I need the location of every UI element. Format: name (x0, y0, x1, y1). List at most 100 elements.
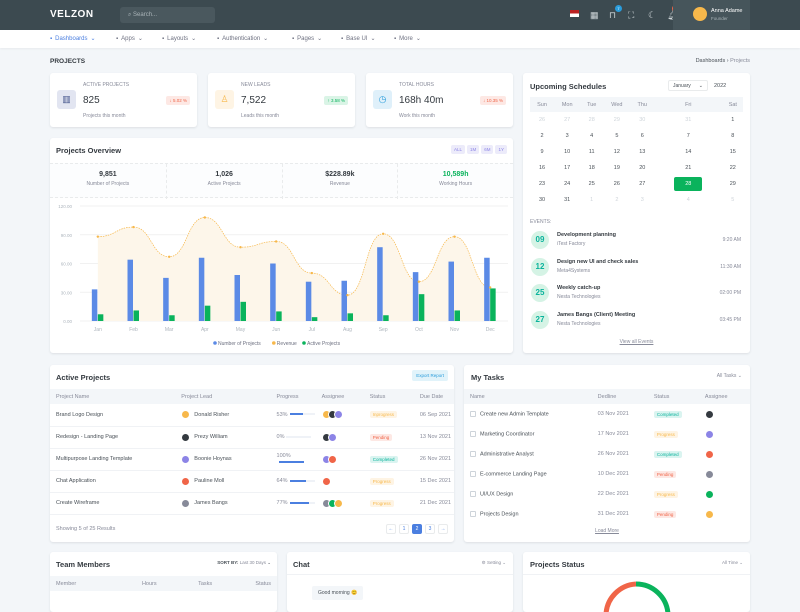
calendar-day[interactable]: 16 (530, 160, 554, 176)
column-header[interactable]: Status (218, 576, 277, 591)
calendar-day[interactable]: 19 (603, 160, 631, 176)
event-item[interactable]: 25 Weekly catch-up Nesta Technologies 02:00… (531, 284, 741, 310)
tasks-filter-dropdown[interactable]: All Tasks ⌄ (716, 373, 742, 379)
column-header[interactable]: Assignee (698, 389, 750, 404)
calendar-day[interactable]: 31 (554, 192, 580, 208)
task-checkbox[interactable] (470, 430, 476, 437)
table-row[interactable]: Create Wireframe James Bangs 77% Progress 21… (50, 492, 454, 515)
month-select[interactable]: January ⌄ (668, 80, 708, 91)
calendar-day[interactable]: 3 (554, 128, 580, 144)
calendar-day[interactable]: 20 (631, 160, 654, 176)
dark-mode-icon[interactable]: ☾ (648, 10, 657, 20)
event-item[interactable]: 12 Design new UI and check sales Meta4Syst… (531, 257, 741, 284)
task-checkbox[interactable] (470, 470, 476, 477)
task-checkbox[interactable] (470, 450, 476, 457)
cart-icon[interactable]: ⊓ (609, 10, 617, 20)
calendar-day[interactable]: 30 (530, 192, 554, 208)
page-1[interactable]: 1 (399, 524, 409, 534)
bell-icon[interactable]: 🔔︎ (667, 10, 678, 21)
calendar-day[interactable]: 28 (580, 112, 603, 128)
calendar-day[interactable]: 6 (631, 128, 654, 144)
calendar-day[interactable]: 18 (580, 160, 603, 176)
calendar-day[interactable]: 4 (580, 128, 603, 144)
filter-6m[interactable]: 6M (481, 145, 494, 154)
nav-item-layouts[interactable]: ▪ Layouts ⌄ (162, 35, 196, 42)
calendar-day[interactable]: 4 (654, 192, 723, 208)
apps-grid-icon[interactable]: ▦ (590, 10, 599, 20)
column-header[interactable]: Member (50, 576, 106, 591)
filter-1m[interactable]: 1M (466, 145, 480, 154)
task-row[interactable]: Create new Admin Template 03 Nov 2021 Comp… (464, 404, 750, 424)
calendar-day[interactable]: 21 (654, 160, 723, 176)
calendar-day[interactable]: 2 (603, 192, 631, 208)
calendar-day[interactable]: 28 (654, 176, 723, 192)
filter-all[interactable]: ALL (450, 145, 465, 154)
calendar-day[interactable]: 25 (580, 176, 603, 192)
calendar-day[interactable]: 29 (603, 112, 631, 128)
table-row[interactable]: Chat Application Pauline Moll 64% Progress 1… (50, 470, 454, 493)
task-checkbox[interactable] (470, 410, 476, 417)
column-header[interactable]: Progress (270, 389, 316, 404)
calendar-day[interactable]: 31 (654, 112, 723, 128)
calendar-day[interactable]: 27 (554, 112, 580, 128)
calendar-day[interactable]: 26 (530, 112, 554, 128)
task-row[interactable]: UI/UX Design 22 Dec 2021 Progress (464, 484, 750, 504)
column-header[interactable]: Tasks (162, 576, 219, 591)
calendar-day[interactable]: 15 (723, 144, 743, 160)
view-all-events-link[interactable]: View all Events (619, 339, 654, 345)
calendar-day[interactable]: 24 (554, 176, 580, 192)
task-row[interactable]: Projects Design 31 Dec 2021 Pending (464, 504, 750, 524)
calendar-day[interactable]: 27 (631, 176, 654, 192)
breadcrumb-dashboards[interactable]: Dashboards (695, 58, 726, 64)
page-next[interactable]: → (438, 524, 448, 534)
fullscreen-icon[interactable]: ⛶ (628, 10, 635, 20)
column-header[interactable]: Name (464, 389, 592, 404)
table-row[interactable]: Multipurpose Landing Template Boonie Hoyn… (50, 448, 454, 471)
event-item[interactable]: 27 James Bangs (Client) Meeting Nesta Tech… (531, 310, 741, 337)
task-row[interactable]: E-commerce Landing Page 10 Dec 2021 Pendin… (464, 464, 750, 484)
sort-dropdown[interactable]: SORT BY: Last 30 Days ⌄ (217, 560, 271, 565)
task-checkbox[interactable] (470, 510, 476, 517)
export-report-button[interactable]: Export Report (412, 370, 448, 381)
nav-item-apps[interactable]: ▪ Apps ⌄ (116, 35, 143, 42)
user-menu[interactable]: Anna Adame Founder (673, 0, 750, 30)
calendar-day[interactable]: 3 (631, 192, 654, 208)
page-3[interactable]: 3 (425, 524, 435, 534)
calendar-day[interactable]: 2 (530, 128, 554, 144)
page-2[interactable]: 2 (412, 524, 422, 534)
flag-icon[interactable] (570, 10, 579, 17)
calendar-day[interactable]: 5 (603, 128, 631, 144)
calendar-day[interactable]: 22 (723, 160, 743, 176)
task-row[interactable]: Marketing Coordinator 17 Nov 2021 Progress (464, 424, 750, 444)
event-item[interactable]: 09 Development planning iTest Factory 9:20 … (531, 231, 741, 257)
column-header[interactable]: Status (363, 389, 414, 404)
calendar-day[interactable]: 10 (554, 144, 580, 160)
calendar-day[interactable]: 9 (530, 144, 554, 160)
calendar-day[interactable]: 17 (554, 160, 580, 176)
calendar-day[interactable]: 26 (603, 176, 631, 192)
search-input[interactable]: ⌕ Search... (120, 7, 215, 23)
nav-item-authentication[interactable]: ▪ Authentication ⌄ (217, 35, 268, 42)
nav-item-base-ui[interactable]: ▪ Base UI ⌄ (341, 35, 376, 42)
logo[interactable]: velzon (50, 9, 94, 20)
column-header[interactable]: Project Lead (175, 389, 271, 404)
nav-item-pages[interactable]: ▪ Pages ⌄ (292, 35, 322, 42)
nav-item-dashboards[interactable]: ▪ Dashboards ⌄ (50, 35, 96, 42)
calendar-day[interactable]: 11 (580, 144, 603, 160)
table-row[interactable]: Brand Logo Design Donald Risher 53% Inprogr… (50, 404, 454, 427)
page-prev[interactable]: ← (386, 524, 396, 534)
calendar-day[interactable]: 12 (603, 144, 631, 160)
task-checkbox[interactable] (470, 490, 476, 497)
calendar-day[interactable]: 13 (631, 144, 654, 160)
table-row[interactable]: Redesign - Landing Page Prezy William 0% Pe… (50, 426, 454, 449)
chat-settings-dropdown[interactable]: ⚙ Setting ⌄ (481, 560, 506, 565)
column-header[interactable]: Assignee (315, 389, 364, 404)
column-header[interactable]: Hours (105, 576, 163, 591)
calendar-day[interactable]: 29 (723, 176, 743, 192)
nav-item-more[interactable]: ▪ More ⌄ (394, 35, 421, 42)
calendar-day[interactable]: 30 (631, 112, 654, 128)
calendar-day[interactable]: 8 (723, 128, 743, 144)
column-header[interactable]: Dedline (591, 389, 648, 404)
column-header[interactable]: Status (647, 389, 699, 404)
calendar-day[interactable]: 5 (723, 192, 743, 208)
